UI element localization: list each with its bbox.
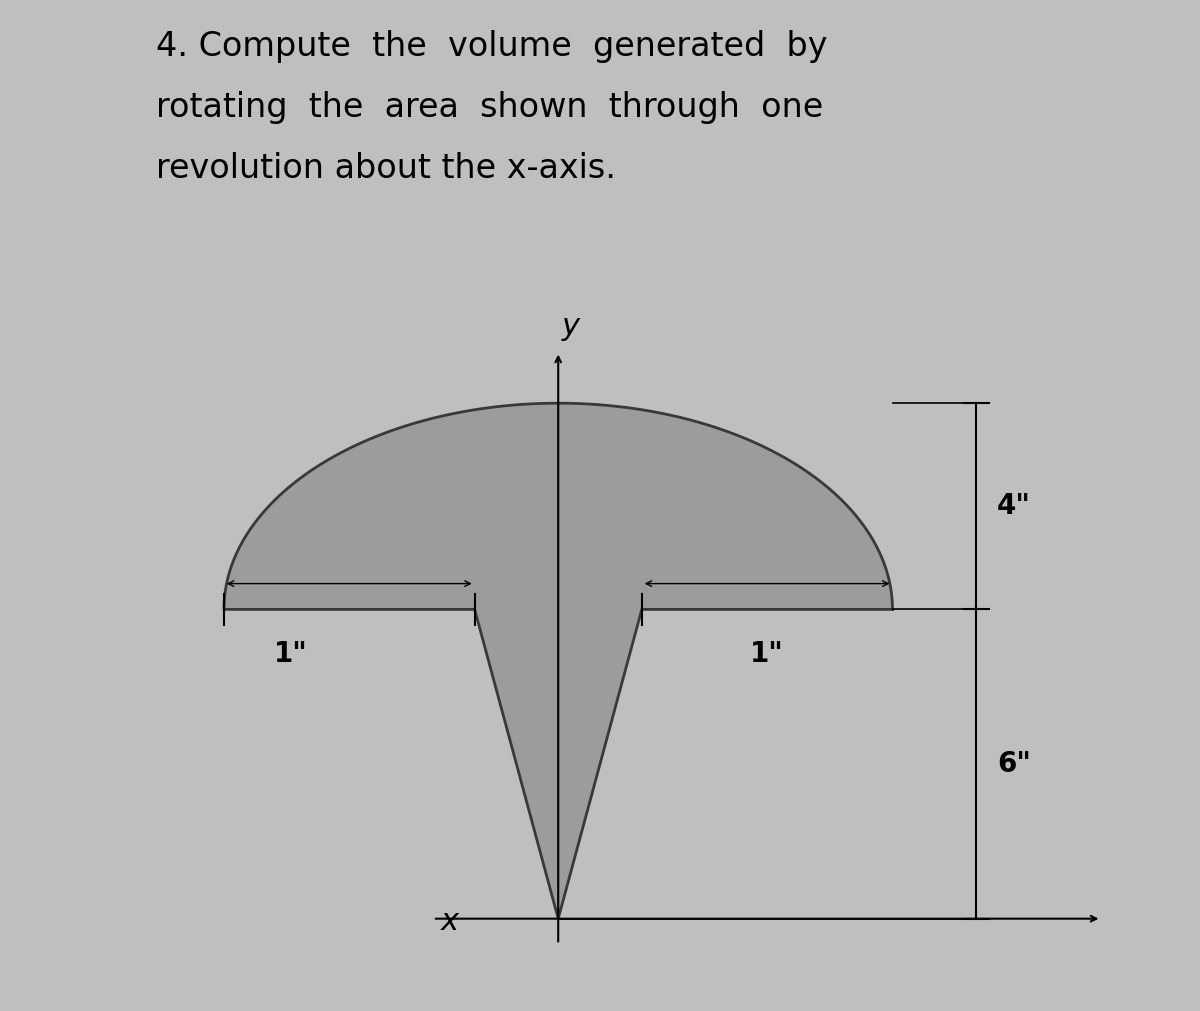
Text: 6": 6" — [997, 750, 1031, 778]
Text: y: y — [562, 312, 580, 342]
Text: 1": 1" — [750, 640, 784, 668]
Text: 1": 1" — [274, 640, 307, 668]
Text: revolution about the x-axis.: revolution about the x-axis. — [156, 152, 616, 185]
Polygon shape — [224, 403, 893, 919]
Text: 4": 4" — [997, 492, 1031, 521]
Text: x: x — [440, 907, 458, 936]
Text: 4. Compute  the  volume  generated  by: 4. Compute the volume generated by — [156, 30, 828, 64]
Text: rotating  the  area  shown  through  one: rotating the area shown through one — [156, 91, 823, 124]
